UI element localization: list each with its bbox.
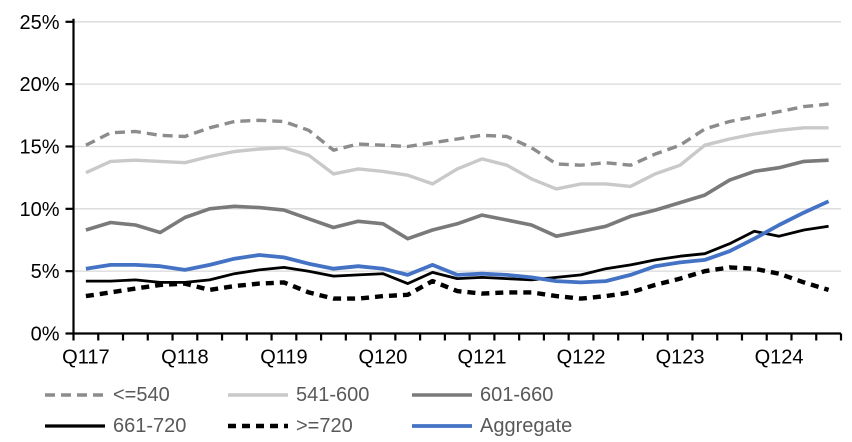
x-axis-label: Q122 — [557, 347, 606, 369]
x-axis-label: Q119 — [260, 347, 307, 369]
x-axis-label: Q121 — [458, 347, 507, 369]
legend-item-aggregate: Aggregate — [411, 414, 572, 438]
series-line-661-720 — [85, 224, 829, 286]
series-line--540 — [85, 102, 829, 167]
x-axis-label: Q118 — [161, 347, 208, 369]
y-axis-label: 10% — [19, 199, 59, 221]
legend-swatch-ge720-icon — [228, 423, 288, 429]
legend-swatch-le540-icon — [45, 393, 105, 397]
y-axis-label: 5% — [31, 261, 60, 283]
x-axis-label: Q124 — [755, 347, 804, 369]
legend-label-601-660: 601-660 — [480, 383, 554, 406]
legend-item-le540: <=540 — [44, 383, 170, 407]
legend-item-ge720: >=720 — [227, 414, 353, 438]
legend-swatch-541-600-icon — [228, 393, 288, 397]
series-line-aggregate — [85, 199, 830, 285]
y-axis-label: 25% — [19, 12, 59, 34]
legend-swatch-601-660-icon — [412, 393, 472, 397]
y-axis-label: 15% — [19, 136, 59, 158]
series-line-601-660 — [85, 158, 829, 241]
y-axis-label: 20% — [19, 74, 59, 96]
legend-swatch-aggregate-icon — [412, 424, 472, 428]
legend-label-661-720: 661-720 — [113, 414, 187, 437]
legend-item-541-600: 541-600 — [227, 383, 369, 407]
legend-label-541-600: 541-600 — [296, 383, 370, 406]
legend-item-601-660: 601-660 — [411, 383, 553, 407]
legend-label-le540: <=540 — [113, 383, 170, 406]
legend-item-661-720: 661-720 — [44, 414, 186, 438]
series-line-541-600 — [85, 126, 829, 191]
y-axis-label: 0% — [31, 324, 60, 346]
x-axis-label: Q123 — [656, 347, 705, 369]
legend-label-aggregate: Aggregate — [480, 414, 573, 437]
x-axis-label: Q117 — [62, 347, 109, 369]
series-line--720 — [85, 265, 830, 301]
legend-label-ge720: >=720 — [296, 414, 353, 437]
legend-swatch-661-720-icon — [45, 424, 105, 428]
x-axis-label: Q120 — [359, 347, 408, 369]
